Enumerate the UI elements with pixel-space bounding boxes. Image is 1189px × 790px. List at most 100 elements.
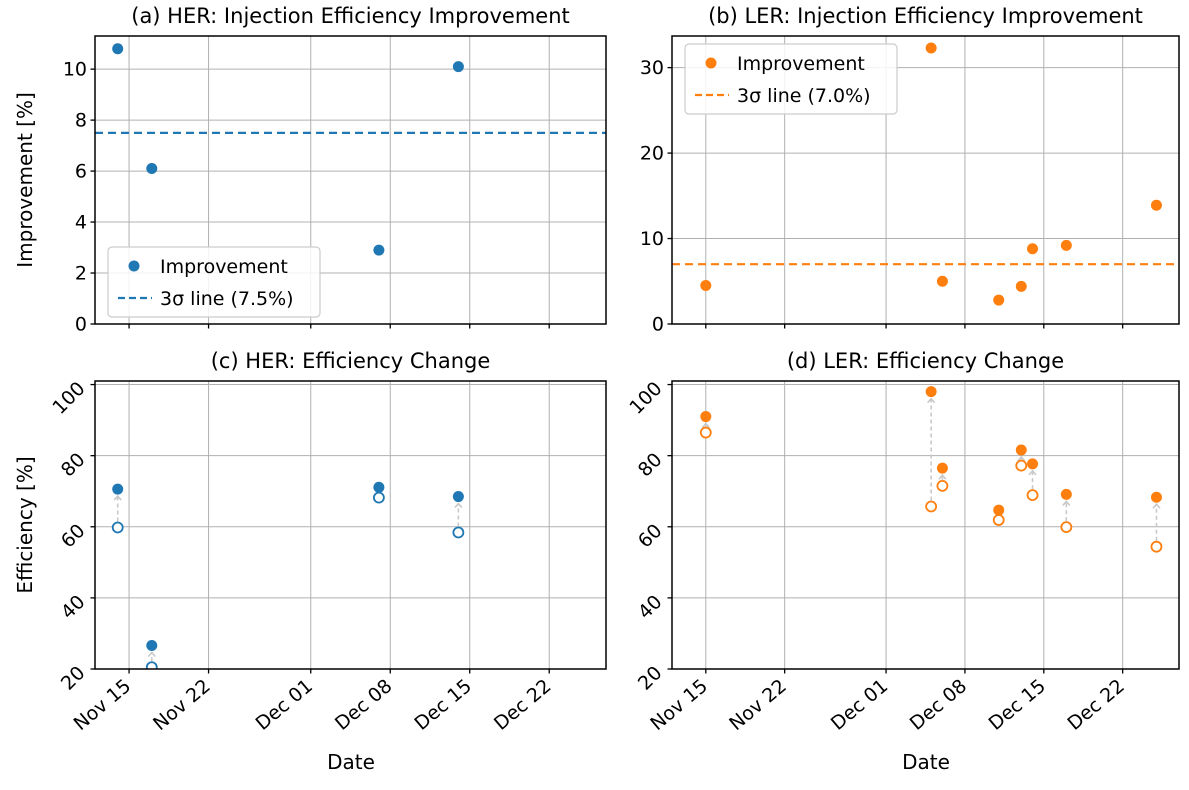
panel-d-title: (d) LER: Efficiency Change [786,349,1065,373]
x-tick-label: Dec 08 [331,675,396,735]
panel-a: 0 2 4 6 8 10 Improvement 3σ line (7.5%) [63,35,607,336]
arrow-head [1028,469,1037,476]
legend-label-sigma-line: 3σ line (7.5%) [160,288,294,310]
y-tick-label: 2 [75,263,87,285]
x-tick-label: Dec 15 [410,675,475,735]
after-point [112,483,124,495]
before-point [145,661,158,669]
after-point [452,491,464,503]
y-tick-label: 20 [634,662,667,695]
after-point [1150,491,1162,503]
before-point [1026,489,1039,502]
legend-box [684,43,898,115]
y-tick-label: 100 [625,378,666,419]
data-point [993,294,1005,306]
after-point [700,411,712,423]
arrow-head [113,494,122,501]
y-tick-label: 60 [57,520,90,553]
data-point [1015,280,1027,292]
y-tick-label: 80 [57,449,90,482]
x-tick-label: Nov 22 [725,675,791,735]
legend-label-improvement: Improvement [160,256,288,278]
before-point [1015,459,1028,472]
panel-c-y-axis-label: Efficiency [%] [13,456,37,594]
arrow-head [701,422,710,429]
y-tick-label: 20 [57,662,90,695]
y-tick-label: 40 [634,591,667,624]
x-tick-label: Dec 22 [1063,675,1128,735]
x-tick-label: Dec 01 [827,675,892,735]
after-point [1027,458,1039,470]
arrow-head [1062,500,1071,506]
y-tick-label: 10 [63,59,87,81]
data-points [112,43,464,256]
before-point [936,479,949,492]
y-tick-label: 4 [75,212,87,234]
panel-b: 0 10 20 30 Improvement 3σ line (7.0%) [640,35,1180,336]
x-tick-label: Dec 01 [252,675,317,735]
after-point [925,386,937,398]
grid [672,381,1179,670]
before-point [372,491,385,504]
y-tick-label: 8 [75,110,87,132]
data-point [112,43,124,55]
legend-marker-dot [705,57,717,69]
panel-a-title: (a) HER: Injection Efficiency Improvemen… [131,4,570,28]
data-point [936,275,948,287]
y-tick-label: 60 [634,520,667,553]
panel-a-y-axis-label: Improvement [%] [13,92,37,268]
tick-labels: 0 2 4 6 8 10 [63,59,550,336]
y-tick-label: 10 [640,228,664,250]
legend: Improvement 3σ line (7.0%) [684,43,898,115]
after-point [1060,488,1072,500]
y-tick-label: 20 [640,143,664,165]
after-point [1015,444,1027,456]
panel-b-title: (b) LER: Injection Efficiency Improvemen… [708,4,1143,28]
axes-spines [671,35,1180,325]
axes-spines [94,35,607,325]
data-point [1060,239,1072,251]
data-point [1150,199,1162,211]
arrow-head [1017,455,1026,462]
before-point [452,526,465,539]
y-tick-label: 30 [640,57,664,79]
arrow-head [927,397,936,404]
panel-d: Nov 15 Nov 22 Dec 01 Dec 08 Dec 15 Dec 222040… [625,378,1180,735]
arrow-head [147,651,156,658]
y-tick-label: 6 [75,161,87,183]
grid [95,381,606,670]
arrow-head [454,502,463,509]
x-tick-label: Dec 08 [906,675,971,735]
axes-spines [671,380,1180,670]
before-point [992,514,1005,526]
data-points [111,481,465,669]
before-point [699,426,712,439]
after-point [146,640,158,652]
tick-labels: 0 10 20 30 [640,57,1124,336]
before-point [1150,540,1163,553]
legend-label-improvement: Improvement [737,53,865,75]
panel-c-title: (c) HER: Efficiency Change [210,349,491,373]
before-point [1060,521,1073,534]
y-tick-label: 80 [634,449,667,482]
y-tick-label: 0 [652,314,664,336]
after-point [373,481,385,493]
data-point [452,61,464,73]
axes-spines [94,380,607,670]
data-point [373,244,385,256]
panel-c-x-axis-label: Date [327,750,375,774]
panel-d-x-axis-label: Date [902,750,950,774]
data-point [146,163,158,175]
x-tick-label: Nov 22 [149,675,215,735]
legend-marker-dot [128,260,140,272]
legend: Improvement 3σ line (7.5%) [107,246,321,318]
before-point [925,500,938,513]
panel-c: Nov 15 Nov 22 Dec 01 Dec 08 Dec 15 Dec 222040… [48,378,607,735]
data-points [700,42,1162,306]
after-point [993,504,1005,516]
legend-box [107,246,321,318]
y-tick-label: 0 [75,314,87,336]
data-point [925,42,937,54]
